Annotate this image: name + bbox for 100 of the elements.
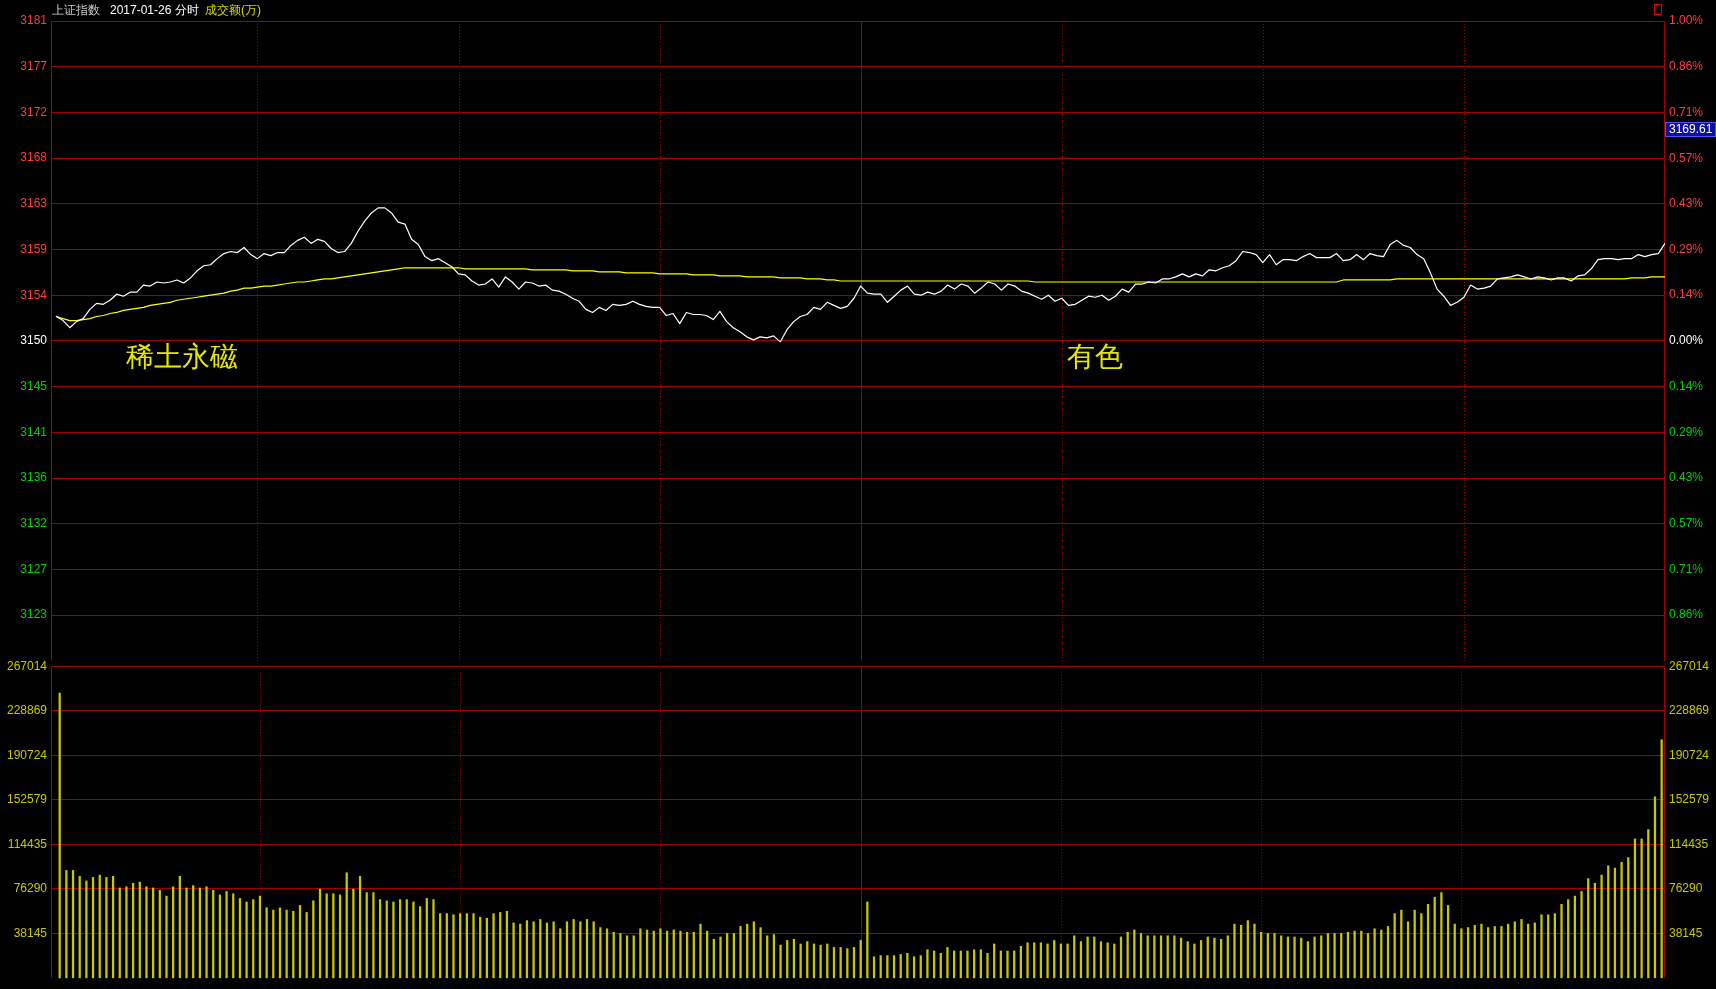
annotation: 稀土永磁 [126,340,238,374]
annotation: 有色 [1067,340,1123,374]
y-tick-label: 267014 [6,658,48,673]
y2-tick-label: 152579 [1669,792,1710,807]
bar [1500,926,1503,979]
bar [1540,914,1543,979]
bar [225,891,228,979]
bar [105,877,108,979]
y2-tick-label: 0.29% [1669,424,1704,439]
bar [372,892,375,979]
y2-tick-label: 0.14% [1669,378,1704,393]
y2-tick-label: 0.57% [1669,150,1704,165]
bar [946,947,949,979]
bar [1353,930,1356,979]
bar [472,913,475,979]
bar [352,888,355,979]
bar [625,935,629,979]
bar [392,901,395,979]
bar [1166,935,1169,979]
bar [679,930,682,979]
bar [1233,923,1236,979]
y2-tick-label: 0.43% [1669,470,1704,485]
y-tick-label: 3163 [20,196,48,211]
bar [872,956,876,979]
y-tick-label: 3159 [20,241,48,256]
y-tick-label: 3150 [20,333,48,348]
bar [1640,838,1643,979]
y2-tick-label: 0.57% [1669,515,1704,530]
y2-tick-label: 190724 [1669,747,1710,762]
bar [1173,935,1176,979]
y-tick-label: 38145 [13,925,48,940]
y-tick-label: 3145 [20,378,48,393]
y-tick-label: 3127 [20,561,48,576]
bar [1086,936,1089,979]
y-tick-label: 114435 [7,836,48,851]
bar [452,914,455,979]
y-tick-label: 3168 [20,150,48,165]
y2-tick-label: 0.14% [1669,287,1704,302]
y2-tick-label: 0.43% [1669,195,1704,210]
chart-subtitle: 2017-01-26 分时 [110,3,199,18]
y-tick-label: 3141 [20,424,48,439]
bar [1006,950,1009,979]
bar [1146,935,1149,979]
bar [766,935,769,979]
y2-tick-label: 1.00% [1669,13,1704,28]
y-tick-label: 3172 [20,104,48,119]
bar [1253,923,1256,979]
bar [1580,891,1583,979]
y-tick-label: 152579 [6,792,48,807]
bar [205,886,208,979]
bar [619,933,622,979]
y2-tick-label: 76290 [1669,881,1703,896]
bar [926,949,929,979]
text: 成交额(万) [205,3,261,18]
y-tick-label: 3177 [20,59,48,74]
y2-tick-label: 0.86% [1669,607,1704,622]
bar [1153,935,1156,979]
y-tick-label: 3123 [20,607,48,622]
y2-tick-label: 267014 [1669,658,1710,673]
y2-tick-label: 228869 [1669,703,1710,718]
bar [1226,935,1229,979]
bar [912,956,916,979]
text: 3169.61 [1665,122,1716,137]
bar [85,880,88,979]
bar [125,886,128,979]
bar [492,913,495,979]
bar [659,928,662,979]
bar [1520,919,1523,979]
bar [145,886,148,979]
chart-title: 上证指数 [52,3,100,18]
bar [639,928,642,979]
bar [1026,942,1029,979]
bar [986,952,989,979]
y2-tick-label: 0.00% [1669,333,1704,348]
bar [265,907,268,979]
y-tick-label: 76290 [13,881,48,896]
bar [719,936,722,979]
bar [966,950,969,979]
bar [1620,861,1623,979]
y-tick-label: 3132 [20,516,48,531]
bar [1213,937,1216,979]
bar [185,887,188,979]
bar [1046,943,1049,979]
bar [1280,935,1283,979]
y2-tick-label: 38145 [1669,925,1703,940]
bar [1460,928,1463,979]
bar [1313,936,1316,979]
y2-tick-label: 0.86% [1669,59,1704,74]
bar [1320,935,1323,979]
bar [1560,903,1563,979]
bar [512,922,515,979]
bar [799,943,802,979]
y-tick-label: 228869 [6,703,48,718]
y-tick-label: 3181 [20,13,48,28]
bar [165,895,168,979]
bar [632,935,635,979]
bar [779,944,782,979]
y2-tick-label: 0.71% [1669,104,1704,119]
bar [412,901,415,979]
y-tick-label: 3154 [20,287,48,302]
